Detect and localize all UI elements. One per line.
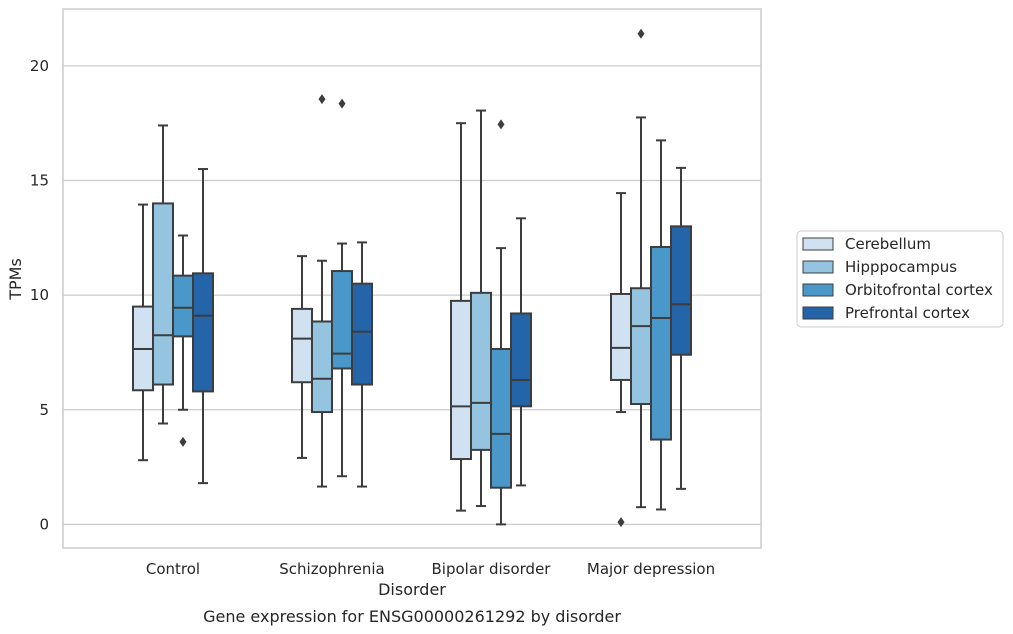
box xyxy=(450,122,472,512)
box-body xyxy=(172,274,194,338)
x-tick-label: Bipolar disorder xyxy=(432,560,552,578)
box xyxy=(152,124,174,425)
x-tick-label: Major depression xyxy=(587,560,715,578)
box-body xyxy=(630,287,652,406)
y-tick-label: 10 xyxy=(30,286,49,304)
box xyxy=(610,192,632,528)
box xyxy=(351,241,373,488)
legend-label: Hipppocampus xyxy=(845,258,957,276)
series-prefrontal-cortex xyxy=(192,166,692,490)
series-hipppocampus xyxy=(152,28,652,509)
series-orbitofrontal-cortex xyxy=(172,98,672,526)
box xyxy=(650,139,672,511)
box xyxy=(630,28,652,509)
box xyxy=(490,119,512,526)
box-body xyxy=(450,299,472,461)
outlier-point xyxy=(179,436,187,447)
box xyxy=(510,217,532,487)
box-body xyxy=(291,307,313,384)
outlier-point xyxy=(318,94,326,105)
outlier-point xyxy=(338,98,346,109)
box-body xyxy=(152,202,174,386)
outlier-point xyxy=(637,28,645,39)
legend-swatch xyxy=(802,283,834,297)
y-tick-label: 20 xyxy=(30,57,49,75)
x-tick-labels: Control Schizophrenia Bipolar disorder Majo… xyxy=(146,560,715,578)
legend-label: Prefrontal cortex xyxy=(845,304,970,322)
x-tick-label: Control xyxy=(146,560,200,578)
legend-swatch xyxy=(802,260,834,274)
box-body xyxy=(192,272,214,393)
box-body xyxy=(670,225,692,356)
box xyxy=(132,203,154,462)
box-body xyxy=(311,320,333,414)
outlier-point xyxy=(617,517,625,528)
y-tick-label: 5 xyxy=(39,401,49,419)
legend: Cerebellum Hipppocampus Orbitofrontal cort… xyxy=(796,230,1004,328)
outlier-point xyxy=(497,119,505,130)
chart-caption: Gene expression for ENSG00000261292 by d… xyxy=(203,607,621,626)
x-axis-label: Disorder xyxy=(378,580,446,599)
box xyxy=(291,255,313,459)
box xyxy=(192,168,214,485)
legend-swatch xyxy=(802,306,834,320)
box-body xyxy=(470,291,492,451)
box xyxy=(172,234,194,447)
x-tick-label: Schizophrenia xyxy=(279,560,384,578)
box-body xyxy=(610,292,632,381)
legend-label: Cerebellum xyxy=(845,235,931,253)
y-tick-label: 0 xyxy=(39,515,49,533)
y-axis-label: TPMs xyxy=(6,258,25,301)
legend-label: Orbitofrontal cortex xyxy=(845,281,993,299)
plot-frame xyxy=(62,8,762,549)
legend-swatch xyxy=(802,237,834,251)
box-series xyxy=(132,28,692,528)
box xyxy=(331,98,353,478)
box-body xyxy=(650,245,672,441)
y-tick-labels: 0 5 10 15 20 xyxy=(30,57,49,534)
box-body xyxy=(490,347,512,489)
y-tick-label: 15 xyxy=(30,171,49,189)
legend-frame xyxy=(796,230,1004,328)
box xyxy=(670,166,692,490)
box xyxy=(470,109,492,508)
box-body xyxy=(510,312,532,408)
box xyxy=(311,94,333,488)
box-body xyxy=(351,282,373,386)
